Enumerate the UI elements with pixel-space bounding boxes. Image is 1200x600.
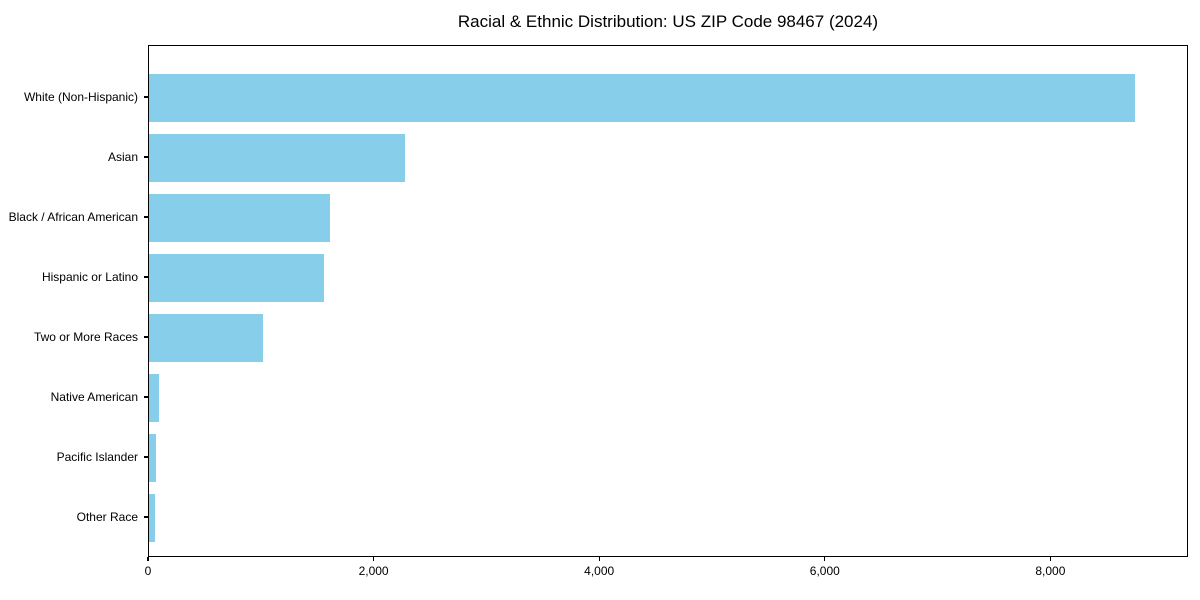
x-tick-label: 0 [144, 564, 152, 578]
bar [149, 254, 324, 302]
bar [149, 314, 263, 362]
y-tick-mark [144, 456, 148, 458]
x-tick-label: 6,000 [809, 564, 840, 578]
y-tick-mark [144, 216, 148, 218]
bar [149, 194, 330, 242]
x-tick-mark [598, 557, 600, 561]
y-tick-mark [144, 96, 148, 98]
y-tick-label: Pacific Islander [56, 450, 138, 464]
y-tick-label: White (Non-Hispanic) [23, 90, 138, 104]
y-tick-label: Hispanic or Latino [41, 270, 138, 284]
y-tick-mark [144, 336, 148, 338]
y-tick-mark [144, 276, 148, 278]
y-tick-mark [144, 396, 148, 398]
bar [149, 374, 160, 422]
plot-area [148, 45, 1188, 557]
x-tick-label: 2,000 [358, 564, 389, 578]
y-tick-label: Black / African American [8, 210, 138, 224]
y-tick-label: Other Race [76, 510, 138, 524]
x-tick-mark [1049, 557, 1051, 561]
y-tick-mark [144, 516, 148, 518]
y-tick-label: Native American [50, 390, 138, 404]
y-tick-label: Asian [107, 150, 138, 164]
chart-title: Racial & Ethnic Distribution: US ZIP Cod… [457, 12, 879, 31]
bar [149, 434, 157, 482]
y-tick-label: Two or More Races [33, 330, 138, 344]
x-tick-label: 8,000 [1035, 564, 1066, 578]
y-tick-mark [144, 156, 148, 158]
x-tick-label: 4,000 [584, 564, 615, 578]
bar [149, 74, 1135, 122]
x-tick-mark [147, 557, 149, 561]
x-tick-mark [372, 557, 375, 561]
x-tick-mark [824, 557, 826, 561]
bar [149, 134, 405, 182]
bar [149, 494, 156, 542]
